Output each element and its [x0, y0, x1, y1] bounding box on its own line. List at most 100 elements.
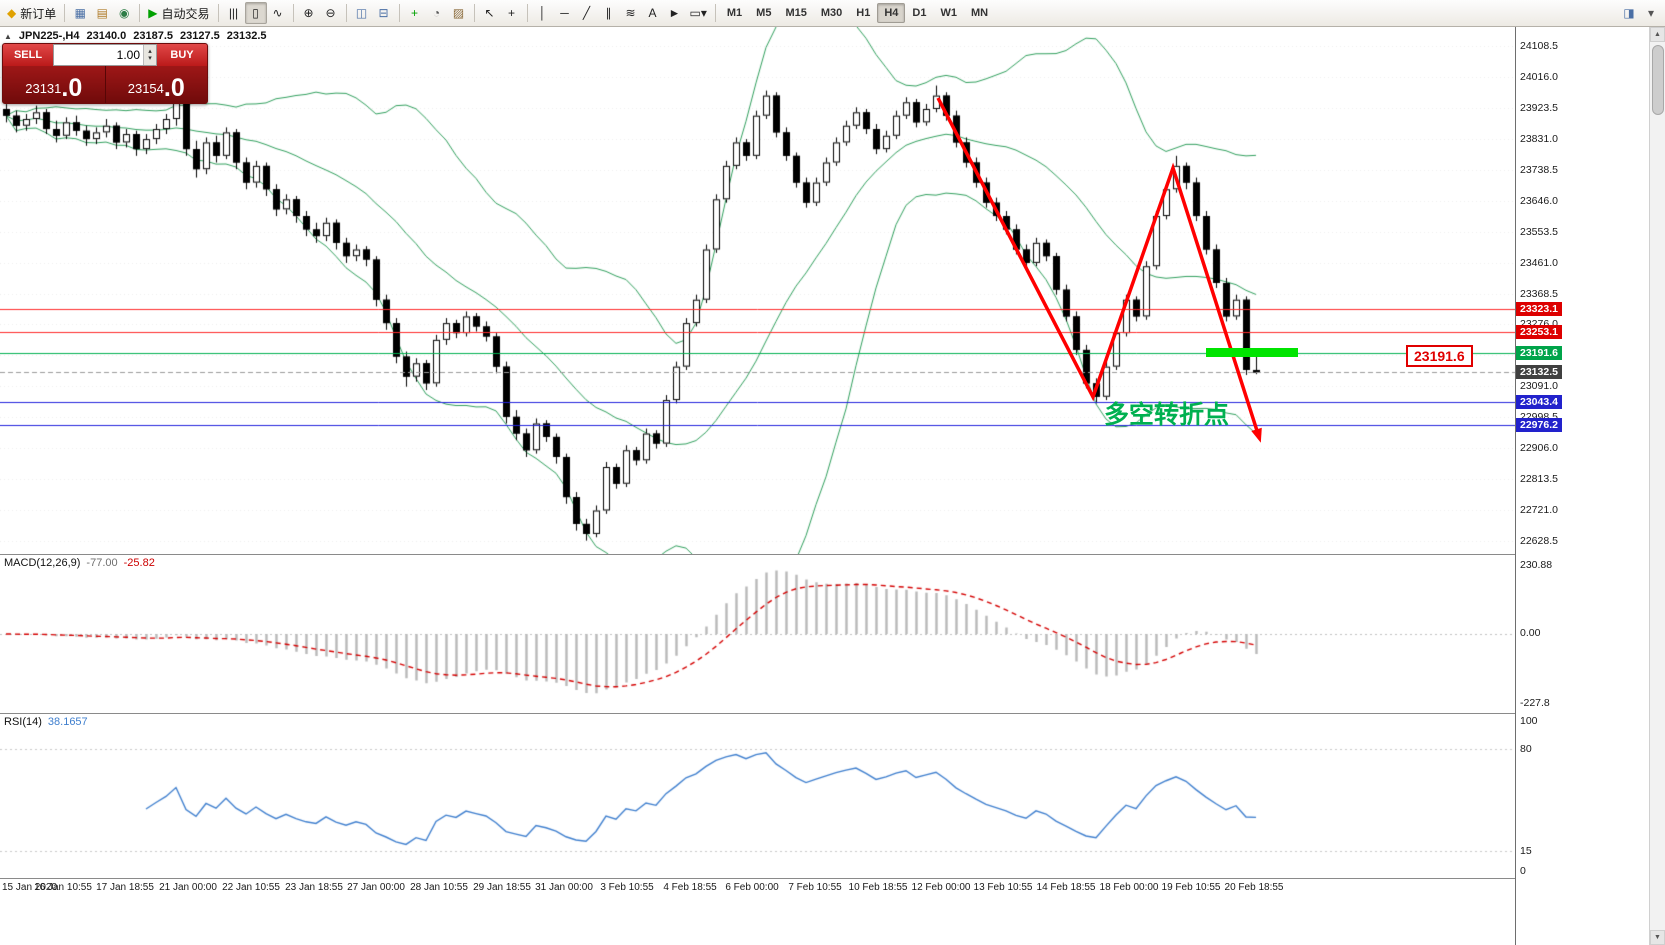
collapse-panel-icon[interactable]: ▲ — [4, 31, 12, 41]
tile-windows-icon[interactable]: ◫ — [351, 2, 373, 24]
periods-icon: ◔ — [432, 6, 441, 20]
scroll-down-icon[interactable]: ▼ — [1650, 930, 1665, 945]
window-layout-icon[interactable]: ◨ — [1618, 2, 1640, 24]
buy-button[interactable]: BUY — [157, 44, 207, 66]
toolbar-separator — [526, 4, 528, 22]
sell-price-main: 23131 — [25, 81, 62, 96]
toolbar-separator — [473, 4, 475, 22]
periods-icon[interactable]: ◔ — [426, 2, 448, 24]
symbol-period-label: JPN225-,H4 — [18, 30, 80, 42]
sell-button[interactable]: SELL — [3, 44, 53, 66]
horizontal-line-icon: ─ — [560, 6, 569, 20]
cascade-windows-icon[interactable]: ⊟ — [373, 2, 395, 24]
volume-up-icon[interactable]: ▴ — [148, 48, 152, 55]
time-axis[interactable]: 15 Jan 2020 16 Jan 10:55 17 Jan 18:55 21 Ja… — [0, 879, 1515, 945]
macd-value-main: -77.00 — [86, 557, 118, 569]
navigator-icon[interactable]: ◉ — [113, 2, 135, 24]
autotrading-button-label: 自动交易 — [161, 6, 210, 21]
trendline-icon[interactable]: ╱ — [576, 2, 598, 24]
macd-pane[interactable]: MACD(12,26,9) -77.00 -25.82 — [0, 555, 1515, 713]
candlestick-chart-icon[interactable]: ▯ — [244, 2, 267, 24]
cursor-icon: ↖ — [484, 6, 495, 20]
price-tag: 23253.1 — [1516, 325, 1562, 340]
text-icon[interactable]: A — [642, 2, 664, 24]
price-axis-label: 24108.5 — [1520, 39, 1558, 52]
pane-separator[interactable] — [0, 554, 1515, 555]
buy-price[interactable]: 23154.0 — [106, 66, 208, 103]
timeframe-w1[interactable]: W1 — [940, 7, 957, 19]
arrows-icon[interactable]: ► — [664, 2, 686, 24]
vertical-scrollbar[interactable]: ▲ ▼ — [1649, 27, 1665, 945]
volume-spinner[interactable]: ▴ ▾ — [143, 45, 156, 65]
vertical-line-icon[interactable]: │ — [532, 2, 554, 24]
chart-area[interactable]: ▲ JPN225-,H4 23140.0 23187.5 23127.5 231… — [0, 27, 1515, 945]
templates-icon: ▨ — [452, 6, 465, 20]
scrollbar-thumb[interactable] — [1651, 45, 1664, 115]
fibonacci-icon[interactable]: ≋ — [620, 2, 642, 24]
rsi-pane[interactable]: RSI(14) 38.1657 — [0, 714, 1515, 878]
timeframe-m5[interactable]: M5 — [756, 7, 772, 19]
macd-canvas[interactable] — [0, 555, 1515, 713]
support-highlight-annotation[interactable] — [1206, 348, 1298, 358]
time-axis-label: 21 Jan 00:00 — [159, 882, 217, 893]
price-axis[interactable]: 24108.5 24016.0 23923.5 23831.0 23738.5 23646… — [1515, 27, 1649, 945]
timeframe-m15[interactable]: M15 — [785, 7, 807, 19]
price-axis-label: 23368.5 — [1520, 287, 1558, 300]
autotrading-button-icon: ▶ — [148, 6, 158, 20]
price-chart-canvas[interactable] — [0, 27, 1515, 554]
timeframe-mn[interactable]: MN — [970, 7, 989, 19]
scroll-up-icon[interactable]: ▲ — [1650, 27, 1665, 42]
horizontal-line-icon[interactable]: ─ — [554, 2, 576, 24]
shapes-icon[interactable]: ▭▾ — [686, 2, 711, 24]
equidistant-channel-icon[interactable]: ∥ — [598, 2, 620, 24]
sell-price[interactable]: 23131.0 — [3, 66, 106, 103]
price-callout-annotation[interactable]: 23191.6 — [1406, 345, 1473, 367]
indicators-add-icon[interactable]: + — [404, 2, 426, 24]
timeframe-m30[interactable]: M30 — [820, 7, 843, 19]
pane-separator[interactable] — [0, 713, 1515, 714]
rsi-axis-label: 15 — [1520, 844, 1532, 857]
volume-down-icon[interactable]: ▾ — [148, 55, 152, 62]
bar-chart-icon[interactable]: ||| — [223, 2, 245, 24]
pane-separator[interactable] — [0, 878, 1515, 879]
new-order-button[interactable]: ◆ 新订单 — [3, 2, 60, 24]
navigator-icon: ◉ — [119, 6, 130, 20]
autotrading-button[interactable]: ▶ 自动交易 — [144, 2, 213, 24]
zoom-in-icon[interactable]: ⊕ — [298, 2, 320, 24]
market-watch-icon: ▤ — [96, 6, 108, 20]
one-click-prices-row: 23131.0 23154.0 — [3, 66, 208, 103]
crosshair-icon[interactable]: + — [501, 2, 523, 24]
cursor-icon[interactable]: ↖ — [479, 2, 501, 24]
new-order-button-icon: ◆ — [7, 6, 17, 20]
price-pane[interactable]: ▲ JPN225-,H4 23140.0 23187.5 23127.5 231… — [0, 27, 1515, 554]
price-tag: 23132.5 — [1516, 365, 1562, 380]
more-tools-icon[interactable]: ▾ — [1640, 2, 1662, 24]
timeframe-h1[interactable]: H1 — [856, 7, 871, 19]
ohlc-close: 23132.5 — [226, 30, 267, 42]
timeframe-m1[interactable]: M1 — [726, 7, 743, 19]
rsi-axis-label: 100 — [1520, 715, 1538, 727]
vertical-line-icon: │ — [538, 6, 547, 20]
ohlc-low: 23127.5 — [180, 30, 220, 42]
market-watch-icon[interactable]: ▤ — [91, 2, 113, 24]
timeframe-h4[interactable]: H4 — [877, 3, 906, 23]
time-axis-label: 19 Feb 10:55 — [1161, 882, 1221, 893]
line-chart-icon[interactable]: ∿ — [267, 2, 289, 24]
rsi-canvas[interactable] — [0, 714, 1515, 878]
turning-point-annotation[interactable]: 多空转折点 — [1104, 401, 1230, 429]
bar-chart-icon: ||| — [228, 6, 239, 20]
volume-field[interactable]: 1.00 ▴ ▾ — [53, 44, 157, 66]
macd-label: MACD(12,26,9) -77.00 -25.82 — [4, 557, 155, 569]
line-chart-icon: ∿ — [272, 6, 283, 20]
charts-window-icon[interactable]: ▦ — [69, 2, 91, 24]
time-axis-label: 22 Jan 10:55 — [222, 882, 280, 893]
templates-icon[interactable]: ▨ — [448, 2, 470, 24]
macd-axis-label: 230.88 — [1520, 559, 1553, 571]
zoom-out-icon[interactable]: ⊖ — [320, 2, 342, 24]
toolbar-separator — [398, 4, 400, 22]
zoom-out-icon: ⊖ — [325, 6, 336, 20]
text-icon: A — [648, 6, 657, 20]
time-axis-label: 7 Feb 10:55 — [788, 882, 842, 893]
timeframe-d1[interactable]: D1 — [912, 7, 927, 19]
volume-value[interactable]: 1.00 — [116, 48, 140, 62]
